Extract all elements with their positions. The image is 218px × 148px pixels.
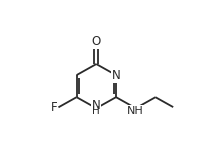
Text: N: N bbox=[92, 99, 101, 112]
Text: F: F bbox=[50, 101, 57, 114]
Text: NH: NH bbox=[127, 106, 144, 116]
Text: H: H bbox=[92, 106, 100, 116]
Text: O: O bbox=[92, 35, 101, 48]
Text: N: N bbox=[112, 69, 120, 82]
